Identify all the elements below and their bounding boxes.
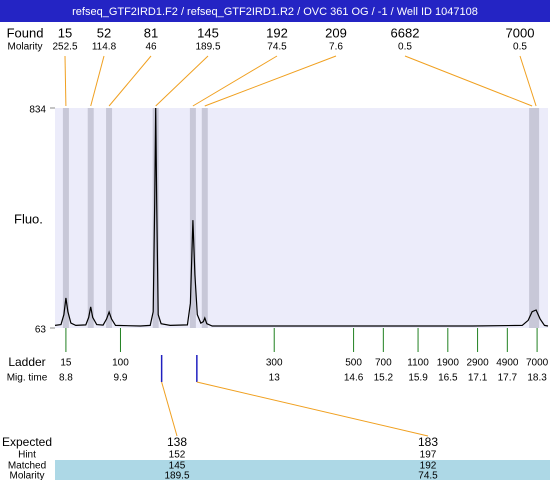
ladder-size: 4900 (496, 358, 519, 369)
ladder-size: 7000 (526, 358, 549, 369)
ladder-time: 17.1 (468, 373, 488, 384)
found-molarity: 0.5 (513, 42, 527, 53)
found-label: Found (7, 25, 44, 40)
found-size: 81 (144, 25, 158, 40)
found-connector (404, 55, 533, 107)
trace (54, 107, 549, 327)
expected-size: 138 (167, 435, 187, 449)
found-size: 145 (197, 25, 219, 40)
expected-matched: 192 (420, 461, 437, 472)
y-tick-label: 834 (29, 105, 46, 116)
found-band (87, 108, 94, 328)
mig-time-label: Mig. time (7, 373, 48, 384)
found-connector (64, 55, 67, 107)
found-connector (155, 55, 209, 107)
ladder-time: 16.5 (438, 373, 458, 384)
expected-hint: 197 (420, 450, 437, 461)
ladder-size: 500 (345, 358, 362, 369)
ladder-time: 17.7 (498, 373, 518, 384)
expected-connector (196, 381, 429, 437)
ladder-time: 15.9 (408, 373, 428, 384)
ladder-time: 13 (269, 373, 281, 384)
found-size: 7000 (506, 25, 535, 40)
expected-molarity: 189.5 (164, 471, 189, 480)
found-molarity: 7.6 (329, 42, 343, 53)
found-molarity: 114.8 (92, 42, 117, 53)
found-size: 192 (266, 25, 288, 40)
found-molarity: 46 (145, 42, 157, 53)
found-molarity: 74.5 (267, 42, 287, 53)
ladder-size: 300 (266, 358, 283, 369)
ladder-time: 18.3 (527, 373, 547, 384)
found-connector (90, 55, 105, 107)
found-band (201, 108, 208, 328)
found-connector (204, 55, 337, 107)
molarity-label: Molarity (7, 42, 42, 53)
ladder-label: Ladder (8, 355, 45, 369)
ladder-size: 15 (60, 358, 72, 369)
expected-molarity-label: Molarity (9, 471, 44, 480)
found-molarity: 189.5 (195, 42, 220, 53)
found-molarity: 252.5 (52, 42, 77, 53)
ladder-size: 2900 (466, 358, 489, 369)
y-tick-label: 63 (35, 325, 47, 336)
ladder-size: 100 (112, 358, 129, 369)
found-size: 15 (58, 25, 72, 40)
ladder-time: 8.8 (59, 373, 73, 384)
matched-band (55, 460, 550, 480)
found-size: 6682 (391, 25, 420, 40)
hint-label: Hint (18, 450, 36, 461)
found-connector (108, 55, 152, 107)
found-band (62, 108, 69, 328)
expected-size: 183 (418, 435, 438, 449)
found-size: 209 (325, 25, 347, 40)
ladder-time: 15.2 (374, 373, 394, 384)
found-connector (192, 55, 278, 107)
ladder-time: 9.9 (114, 373, 128, 384)
found-molarity: 0.5 (398, 42, 412, 53)
ladder-size: 1100 (407, 358, 429, 369)
expected-label: Expected (2, 435, 52, 449)
ladder-time: 14.6 (344, 373, 364, 384)
expected-molarity: 74.5 (418, 471, 438, 480)
ladder-size: 1900 (437, 358, 460, 369)
ladder-size: 700 (375, 358, 392, 369)
title: refseq_GTF2IRD1.F2 / refseq_GTF2IRD1.R2 … (72, 6, 478, 18)
found-size: 52 (97, 25, 111, 40)
expected-hint: 152 (169, 450, 186, 461)
title-bar (0, 0, 550, 22)
plot-area (55, 108, 548, 328)
found-connector (519, 55, 537, 107)
found-band (106, 108, 113, 328)
y-label: Fluo. (14, 211, 43, 226)
found-band (189, 108, 196, 328)
found-band (152, 108, 159, 328)
expected-matched: 145 (169, 461, 186, 472)
found-band (529, 108, 536, 328)
matched-label: Matched (8, 461, 46, 472)
expected-connector (161, 381, 178, 437)
found-band (533, 108, 540, 328)
